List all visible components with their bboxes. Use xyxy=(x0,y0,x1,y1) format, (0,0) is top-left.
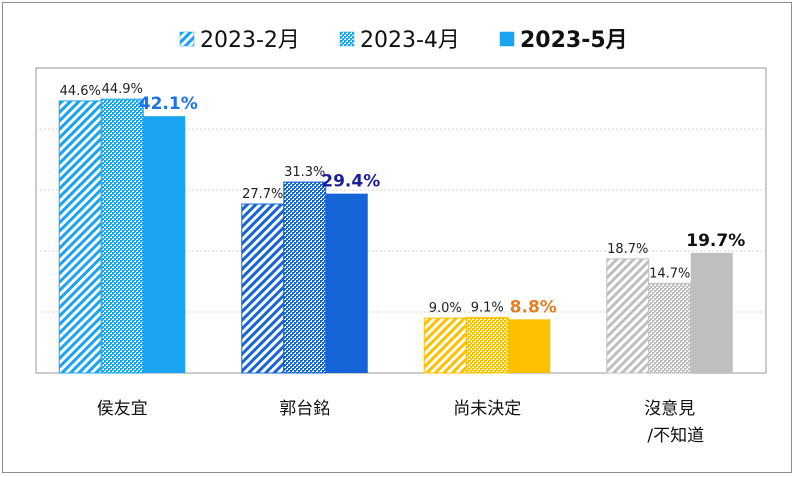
bar-group: 18.7%14.7% 19.7% 沒意見/不知道 xyxy=(606,231,745,446)
bar xyxy=(423,317,467,374)
category-label: /不知道 xyxy=(647,426,704,446)
plot-area xyxy=(35,67,767,374)
data-label: 42.1% xyxy=(139,94,198,114)
bar-group: 9.0% 9.1% 8.8% 尚未決定 xyxy=(423,297,557,419)
data-label: 44.6% xyxy=(60,84,101,99)
data-label: 18.7% xyxy=(607,242,648,257)
bar xyxy=(100,98,144,374)
data-label: 29.4% xyxy=(321,172,380,192)
legend-swatch xyxy=(179,31,195,47)
bar xyxy=(143,116,186,373)
bar-group: 44.6% 44.9%42.1% 侯友宜 xyxy=(58,82,198,419)
bar xyxy=(690,252,733,373)
data-label: 9.0% xyxy=(429,301,462,316)
data-label: 31.3% xyxy=(284,165,325,180)
category-label: 郭台銘 xyxy=(279,399,330,419)
bar xyxy=(283,181,327,374)
legend-swatch xyxy=(339,31,355,47)
bar xyxy=(241,203,285,374)
legend-swatch xyxy=(499,31,515,47)
bar xyxy=(508,319,551,373)
bar-group: 27.7%31.3%29.4% 郭台銘 xyxy=(241,165,380,419)
legend-label: 2023-5月 xyxy=(520,28,628,53)
bar xyxy=(325,193,368,373)
bar xyxy=(58,100,102,374)
data-label: 19.7% xyxy=(686,231,745,251)
bar xyxy=(465,316,509,374)
data-label: 8.8% xyxy=(510,297,557,317)
data-label: 9.1% xyxy=(471,300,504,315)
category-label: 尚未決定 xyxy=(453,399,521,419)
data-label: 14.7% xyxy=(649,266,690,281)
data-label: 27.7% xyxy=(242,187,283,202)
bar xyxy=(606,258,650,374)
data-label: 44.9% xyxy=(102,82,143,97)
legend-item: 2023-2月 xyxy=(179,28,300,53)
legend-item: 2023-5月 xyxy=(499,28,628,53)
legend-label: 2023-4月 xyxy=(360,28,460,53)
legend-item: 2023-4月 xyxy=(339,28,460,53)
legend-label: 2023-2月 xyxy=(200,28,300,53)
category-label: 侯友宜 xyxy=(97,399,148,419)
bar xyxy=(648,282,692,374)
category-label: 沒意見 xyxy=(644,399,695,419)
